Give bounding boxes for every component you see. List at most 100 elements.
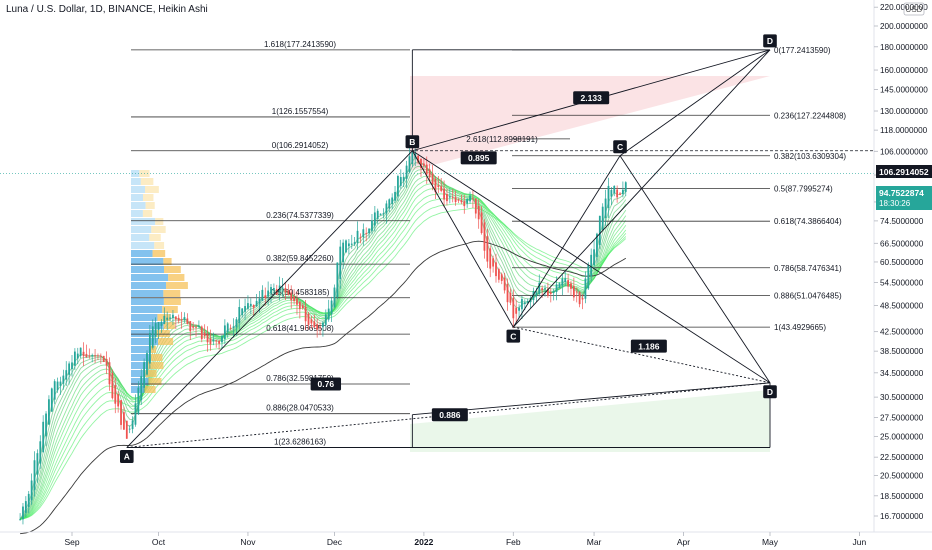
profile-buy-bar-24	[131, 362, 149, 369]
candle-body-1	[22, 506, 24, 520]
candle-body-20	[76, 353, 79, 359]
candle-body-185	[552, 290, 555, 294]
fib-mid-label: 2.618(112.8998191)	[466, 135, 538, 144]
price-badge: 94.7522874 18:30:26	[876, 186, 932, 210]
candle-body-116	[353, 242, 356, 245]
profile-sell-bar-17	[162, 306, 178, 313]
fib-left-label-3: 0.236(74.5377339)	[266, 211, 334, 220]
candle-body-196	[584, 278, 587, 299]
candle-body-174	[521, 298, 523, 310]
candle-body-190	[567, 280, 569, 287]
profile-sell-bar-26	[148, 378, 162, 385]
candle-body-47	[154, 323, 157, 337]
candle-body-3	[27, 493, 30, 507]
fib-right-label-6: 0.886(51.0476485)	[774, 291, 842, 300]
candle-body-159	[477, 205, 480, 220]
candle-body-12	[53, 381, 56, 400]
xabcd-upper-fill	[410, 76, 770, 171]
point-label-c-2-box	[506, 329, 521, 343]
price-tick-label-8: 118.0000000	[880, 126, 928, 135]
profile-buy-bar-11	[131, 258, 164, 265]
candle-body-192	[572, 286, 575, 298]
candle-body-0	[19, 519, 21, 521]
time-tick-label-0: Sep	[64, 537, 79, 547]
price-axis[interactable]: 220.0000000200.0000000180.0000000160.000…	[874, 3, 928, 521]
time-tick-label-9: Jun	[853, 537, 867, 547]
price-tick-label-17: 42.5000000	[880, 328, 924, 337]
candle-body-194	[578, 292, 581, 305]
fib-right-label-5: 0.786(58.7476341)	[774, 264, 842, 273]
price-tick-label-6: 145.0000000	[880, 85, 928, 94]
profile-buy-bar-21	[131, 338, 159, 345]
price-tick-label-16: 48.5000000	[880, 302, 924, 311]
candle-body-42	[140, 376, 143, 401]
candle-body-158	[474, 198, 477, 214]
point-label-b-1-text: B	[409, 137, 415, 147]
fib-right-label-2: 0.382(103.6309304)	[774, 152, 846, 161]
ema-line-35	[19, 198, 627, 520]
candle-body-193	[575, 291, 578, 293]
candle-body-10	[48, 399, 50, 425]
profile-buy-bar-18	[131, 314, 158, 321]
candle-body-149	[448, 196, 451, 198]
candle-body-65	[206, 334, 209, 343]
candle-body-107	[327, 308, 330, 320]
candle-body-108	[330, 300, 333, 315]
ema-line-12	[19, 171, 627, 520]
candle-body-97	[298, 301, 301, 310]
candle-body-101	[310, 319, 313, 324]
price-tick-label-3: 200.0000000	[880, 22, 928, 31]
candle-body-122	[371, 220, 373, 231]
time-axis[interactable]: Sep Oct Nov Dec 2022 Feb Mar Apr May Jun	[64, 532, 867, 547]
candle-body-128	[388, 199, 391, 209]
currency-box[interactable]	[903, 2, 925, 16]
fib-right-label-7: 1(43.4929665)	[774, 323, 826, 332]
candle-body-172	[515, 307, 518, 314]
candle-body-77	[241, 308, 244, 315]
candle-body-118	[359, 236, 362, 238]
candle-body-186	[555, 284, 558, 292]
candle-body-38	[128, 428, 131, 430]
candle-body-114	[347, 243, 350, 247]
candle-body-74	[232, 326, 235, 328]
profile-buy-bar-12	[131, 266, 164, 273]
time-tick-label-2: Nov	[240, 537, 256, 547]
candle-body-134	[405, 165, 408, 180]
time-tick-label-5: Feb	[506, 537, 521, 547]
candle-body-125	[379, 213, 382, 215]
candle-body-79	[247, 303, 249, 309]
profile-sell-bar-19	[163, 322, 175, 329]
ratio-label-2-text: 0.76	[318, 379, 335, 389]
candle-body-54	[174, 316, 177, 320]
profile-buy-bar-2	[131, 186, 146, 193]
candle-body-88	[273, 287, 275, 291]
candles-layer	[19, 147, 627, 525]
candle-body-73	[229, 327, 232, 329]
candle-body-169	[506, 283, 509, 303]
candle-body-13	[56, 381, 59, 391]
candle-body-146	[440, 186, 443, 191]
candle-body-161	[483, 222, 486, 251]
point-label-d-4-text: D	[767, 36, 773, 46]
candle-body-91	[281, 287, 284, 289]
candle-body-43	[143, 362, 146, 388]
fib-left-label-1: 1(126.1557554)	[272, 107, 329, 116]
candle-body-30	[105, 358, 108, 366]
candle-body-173	[518, 307, 520, 311]
profile-buy-bar-25	[131, 370, 146, 377]
profile-sell-bar-5	[142, 210, 153, 217]
fib-left-label-5: 0.5(50.4583185)	[271, 288, 330, 297]
point-label-a-0: A	[120, 450, 134, 464]
candle-body-56	[180, 319, 183, 321]
candle-body-136	[411, 152, 414, 165]
candle-body-203	[604, 198, 607, 218]
candle-body-17	[68, 363, 71, 375]
candle-body-191	[570, 283, 572, 289]
point-label-d-4-box	[763, 34, 777, 48]
candle-body-45	[148, 332, 151, 364]
candle-body-84	[261, 289, 264, 301]
candle-body-106	[324, 314, 327, 325]
candle-body-40	[134, 403, 137, 425]
candle-body-129	[391, 197, 394, 204]
